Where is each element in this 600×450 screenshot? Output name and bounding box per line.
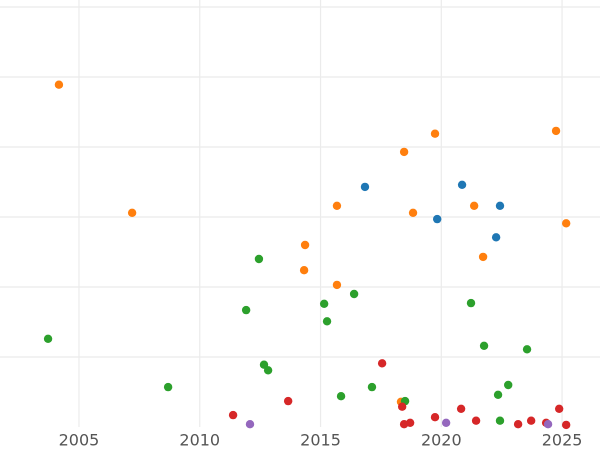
point (245, 420, 255, 429)
point (228, 410, 238, 420)
x-tick-label: 2015 (300, 431, 341, 450)
point (263, 366, 273, 375)
point (408, 208, 418, 217)
point (283, 396, 293, 406)
point (430, 413, 440, 422)
point (299, 266, 309, 275)
point (495, 201, 505, 210)
point (493, 390, 503, 399)
point (332, 201, 342, 210)
point (551, 126, 561, 136)
point (377, 359, 387, 368)
point (399, 147, 409, 157)
point (441, 418, 451, 427)
x-tick-label: 2010 (179, 431, 220, 450)
point (127, 208, 137, 217)
point (479, 341, 489, 350)
point (397, 402, 407, 411)
point (561, 420, 571, 430)
point (254, 254, 264, 264)
point (471, 416, 481, 425)
point (367, 382, 377, 392)
point (513, 420, 523, 429)
point (300, 240, 310, 250)
point (360, 182, 370, 192)
point (432, 214, 442, 224)
point (319, 299, 329, 308)
point (522, 345, 532, 354)
point (43, 334, 53, 343)
point (332, 280, 342, 290)
x-tick-label: 2025 (542, 431, 583, 450)
point (561, 219, 571, 228)
x-tick-label: 2005 (59, 431, 100, 450)
point (241, 305, 251, 315)
point (543, 420, 553, 429)
point (405, 418, 415, 427)
point (336, 392, 346, 401)
point (54, 80, 64, 89)
x-tick-label: 2020 (421, 431, 462, 450)
point (469, 201, 479, 210)
point (349, 289, 359, 299)
point (163, 382, 173, 392)
point (478, 252, 488, 262)
point (466, 298, 476, 308)
point (456, 404, 466, 413)
point (457, 180, 467, 189)
point (554, 404, 564, 413)
point (495, 416, 505, 425)
point (504, 380, 513, 390)
point (526, 416, 536, 425)
point (430, 129, 440, 138)
point (491, 233, 501, 242)
point (322, 317, 332, 326)
